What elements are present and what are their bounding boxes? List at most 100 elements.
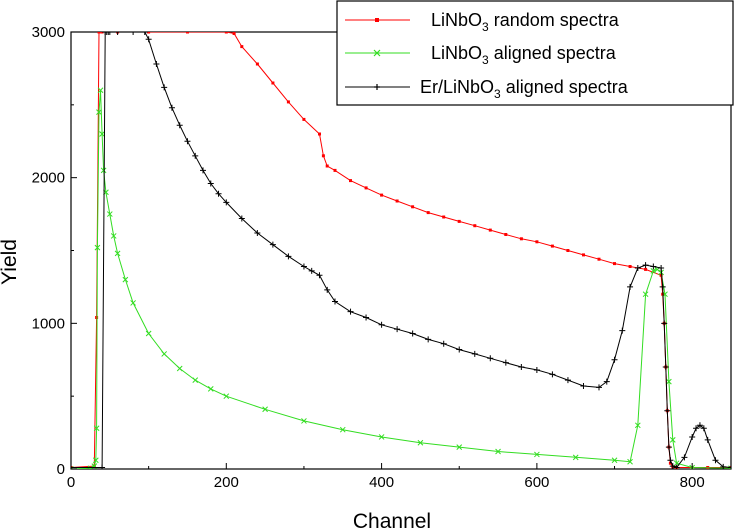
data-point [363,314,370,321]
data-point [720,463,727,469]
data-point [603,378,610,385]
data-point [130,300,136,306]
series-er-linbo3-aligned-spectra [71,32,731,469]
data-point [519,237,523,241]
data-point [105,32,112,35]
data-point [99,464,106,469]
data-point [176,365,183,372]
data-point [693,425,700,432]
data-point [161,351,168,357]
legend-label-main: Er/LiNbO [420,77,494,97]
data-point [255,62,259,66]
data-point [192,152,199,159]
data-point [71,464,74,469]
data-point [442,215,446,219]
data-point [666,378,672,385]
data-point [238,215,245,222]
data-point [619,327,626,334]
data-point [550,244,554,248]
data-point [417,439,424,446]
data-point [426,211,430,215]
data-point [302,117,306,121]
data-point [96,109,102,115]
data-point [92,457,99,464]
data-point [395,199,399,203]
data-point [627,458,633,465]
x-tick-label: 200 [214,474,239,491]
data-point [596,384,602,391]
data-point [659,283,666,290]
data-point [669,463,676,469]
x-tick-label: 800 [680,474,705,491]
data-point [728,465,731,469]
legend-entry-linbo3-aligned: LiNbO3 aligned spectra [345,43,617,67]
data-point [634,422,641,429]
data-point [611,457,618,464]
data-point [262,406,268,413]
data-point [324,286,331,293]
data-point [301,418,307,424]
data-point [285,253,292,260]
data-point [380,193,384,197]
data-point [534,451,540,458]
data-point [661,320,668,327]
data-point [318,132,321,136]
data-point [271,81,275,85]
legend-label: LiNbO3 aligned spectra [431,43,617,67]
data-point [650,268,657,274]
data-point [200,167,206,174]
data-point [300,263,307,270]
data-point [659,273,663,277]
data-point [664,407,671,414]
data-point [650,263,657,270]
data-point [627,283,634,290]
data-point [378,321,385,328]
x-tick-label: 600 [524,474,549,491]
data-point [440,340,447,347]
legend-label-main: LiNbO [431,10,482,30]
data-point [394,326,401,333]
data-point [147,32,151,34]
data-point [572,454,579,461]
y-tick-label: 0 [57,461,65,478]
data-point [425,336,432,343]
data-point [535,240,539,244]
data-point [110,233,117,239]
data-point [667,457,674,464]
data-point [488,228,492,232]
legend-label: LiNbO3 random spectra [431,10,620,34]
data-point [223,199,230,206]
data-point [411,205,415,209]
data-point [93,425,100,432]
data-point [145,330,152,337]
data-point [504,233,508,236]
legend-entry-er-linbo3-aligned: Er/LiNbO3 aligned spectra [345,77,629,101]
legend-label: Er/LiNbO3 aligned spectra [420,77,629,101]
data-point [224,32,228,34]
data-point [325,164,329,168]
data-point [192,377,199,383]
data-point [114,250,121,257]
data-point [223,393,230,400]
y-tick-label: 1000 [32,315,65,332]
data-point [106,32,113,35]
legend-label-subscript: 3 [482,20,489,34]
data-point [333,168,337,172]
data-point [471,350,478,357]
data-point [473,224,477,228]
data-point [364,186,368,190]
data-point [100,32,104,34]
data-point [87,465,94,469]
data-point [207,180,214,187]
series-layer [71,32,731,469]
data-point [254,230,261,237]
data-point [712,457,719,464]
data-point [161,84,168,91]
data-point [141,32,148,35]
legend-label-rest: random spectra [489,10,620,30]
data-point [308,267,315,274]
legend-swatch-marker [373,49,381,57]
data-point [518,364,525,371]
data-point [347,308,354,315]
data-point [378,434,385,440]
